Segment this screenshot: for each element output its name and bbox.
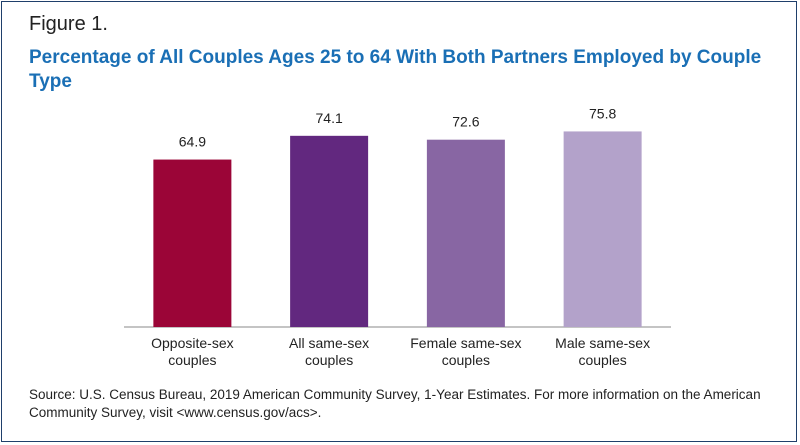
value-label-4: 75.8 (589, 105, 616, 121)
category-label-2: All same-sex (289, 335, 369, 351)
value-label-3: 72.6 (452, 114, 479, 130)
bar-1 (153, 159, 232, 327)
category-label-2: couples (305, 352, 353, 368)
chart-title: Percentage of All Couples Ages 25 to 64 … (29, 47, 762, 92)
source-note: Source: U.S. Census Bureau, 2019 America… (29, 387, 761, 420)
value-label-2: 74.1 (316, 110, 343, 126)
category-label-3: couples (442, 352, 490, 368)
bar-2 (290, 135, 369, 327)
category-label-4: couples (578, 352, 626, 368)
category-label-4: Male same-sex (555, 335, 650, 351)
bar-3 (426, 139, 505, 327)
category-label-1: Opposite-sex (151, 335, 233, 351)
value-label-1: 64.9 (179, 134, 206, 150)
bar-4 (563, 131, 642, 327)
category-label-1: couples (168, 352, 216, 368)
category-label-3: Female same-sex (410, 335, 521, 351)
figure-label: Figure 1. (29, 13, 108, 35)
